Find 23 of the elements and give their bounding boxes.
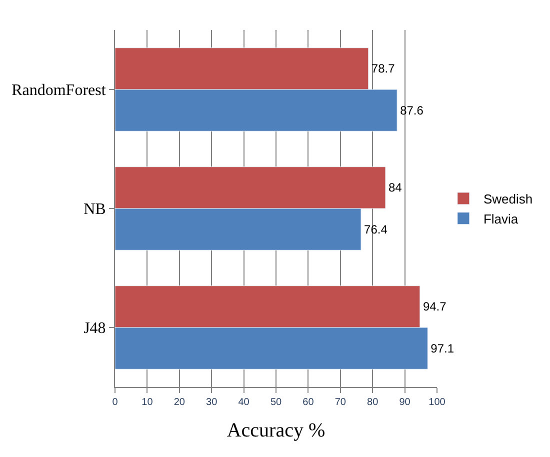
x-tick-label: 70 [334, 397, 346, 408]
legend-label: Flavia [483, 211, 519, 226]
data-label: 76.4 [364, 222, 388, 236]
x-tick-label: 40 [238, 397, 250, 408]
data-label: 78.7 [371, 62, 396, 76]
x-tick-label: 90 [399, 397, 411, 408]
x-tick-label: 30 [206, 397, 218, 408]
x-tick-label: 0 [112, 397, 118, 408]
data-label: 94.7 [422, 300, 447, 314]
y-tick-label: RandomForest [12, 82, 106, 100]
data-label: 84 [388, 180, 402, 195]
x-tick-label: 10 [142, 397, 154, 408]
data-label: 97.1 [430, 341, 454, 356]
y-tick-label: NB [84, 201, 106, 218]
legend-label: Swedish [483, 192, 533, 207]
x-tick-label: 60 [302, 397, 314, 408]
y-tick-label: J48 [84, 320, 106, 338]
x-axis-title: Accuracy % [226, 420, 326, 442]
x-tick-label: 20 [174, 397, 186, 408]
x-tick-label: 80 [367, 397, 379, 408]
data-label: 87.6 [400, 103, 424, 118]
x-tick-label: 50 [270, 397, 282, 408]
x-tick-label: 100 [428, 397, 446, 408]
